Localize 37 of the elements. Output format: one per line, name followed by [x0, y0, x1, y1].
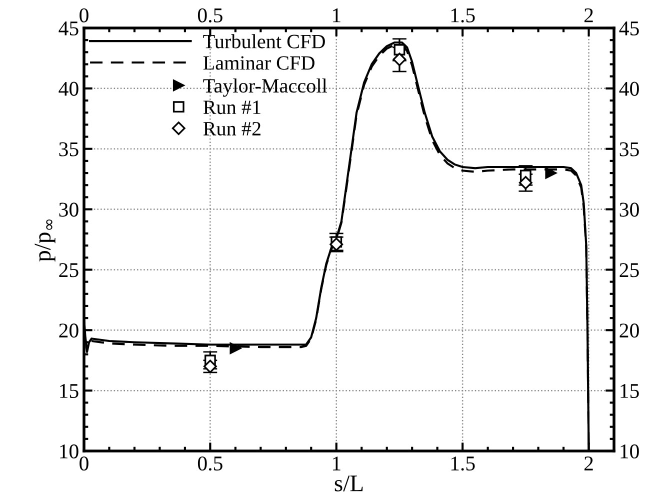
x-axis-title: s/L: [334, 476, 363, 492]
x2-tick-label: 0: [80, 8, 88, 22]
y-tick-label: 45: [58, 22, 78, 36]
y2-tick-label: 35: [620, 142, 639, 156]
y-tick-label: 10: [60, 444, 78, 458]
x2-tick-label: 0.5: [198, 8, 222, 22]
y-tick-label: 30: [59, 202, 78, 217]
point: [394, 44, 406, 56]
x2-tick-label: 2: [584, 8, 593, 22]
point: [230, 342, 242, 354]
point: [392, 52, 406, 66]
legend-label: Laminar CFD: [203, 56, 314, 70]
x-tick-label: 0.5: [198, 456, 222, 471]
point: [545, 167, 557, 179]
y-tick-label: 25: [59, 263, 78, 278]
legend-label: Turbulent CFD: [203, 34, 325, 48]
x-tick-label: 2: [584, 456, 593, 470]
x2-tick-label: 1.5: [451, 8, 475, 22]
y-axis-title: p/p$_{∞}$: [34, 220, 56, 262]
x-tick-label: 0: [80, 456, 88, 471]
x-tick-label: 1.5: [451, 456, 475, 471]
x-tick-label: 1: [333, 456, 340, 470]
x2-tick-label: 1: [333, 8, 340, 22]
legend-label: Run #1: [203, 100, 260, 114]
y2-tick-label: 15: [620, 384, 639, 398]
legend-label: Run #2: [203, 122, 260, 136]
y2-tick-label: 30: [620, 202, 639, 217]
y2-tick-label: 20: [620, 324, 639, 338]
y-tick-label: 20: [59, 324, 78, 338]
y2-tick-label: 45: [619, 22, 639, 36]
y2-tick-label: 25: [620, 263, 639, 278]
y-tick-label: 15: [60, 384, 78, 398]
y-tick-label: 40: [58, 82, 78, 96]
y2-tick-label: 40: [619, 82, 639, 96]
y2-tick-label: 10: [620, 444, 639, 458]
y-tick-label: 35: [59, 142, 78, 156]
legend-label: Taylor-Maccoll: [203, 78, 327, 97]
